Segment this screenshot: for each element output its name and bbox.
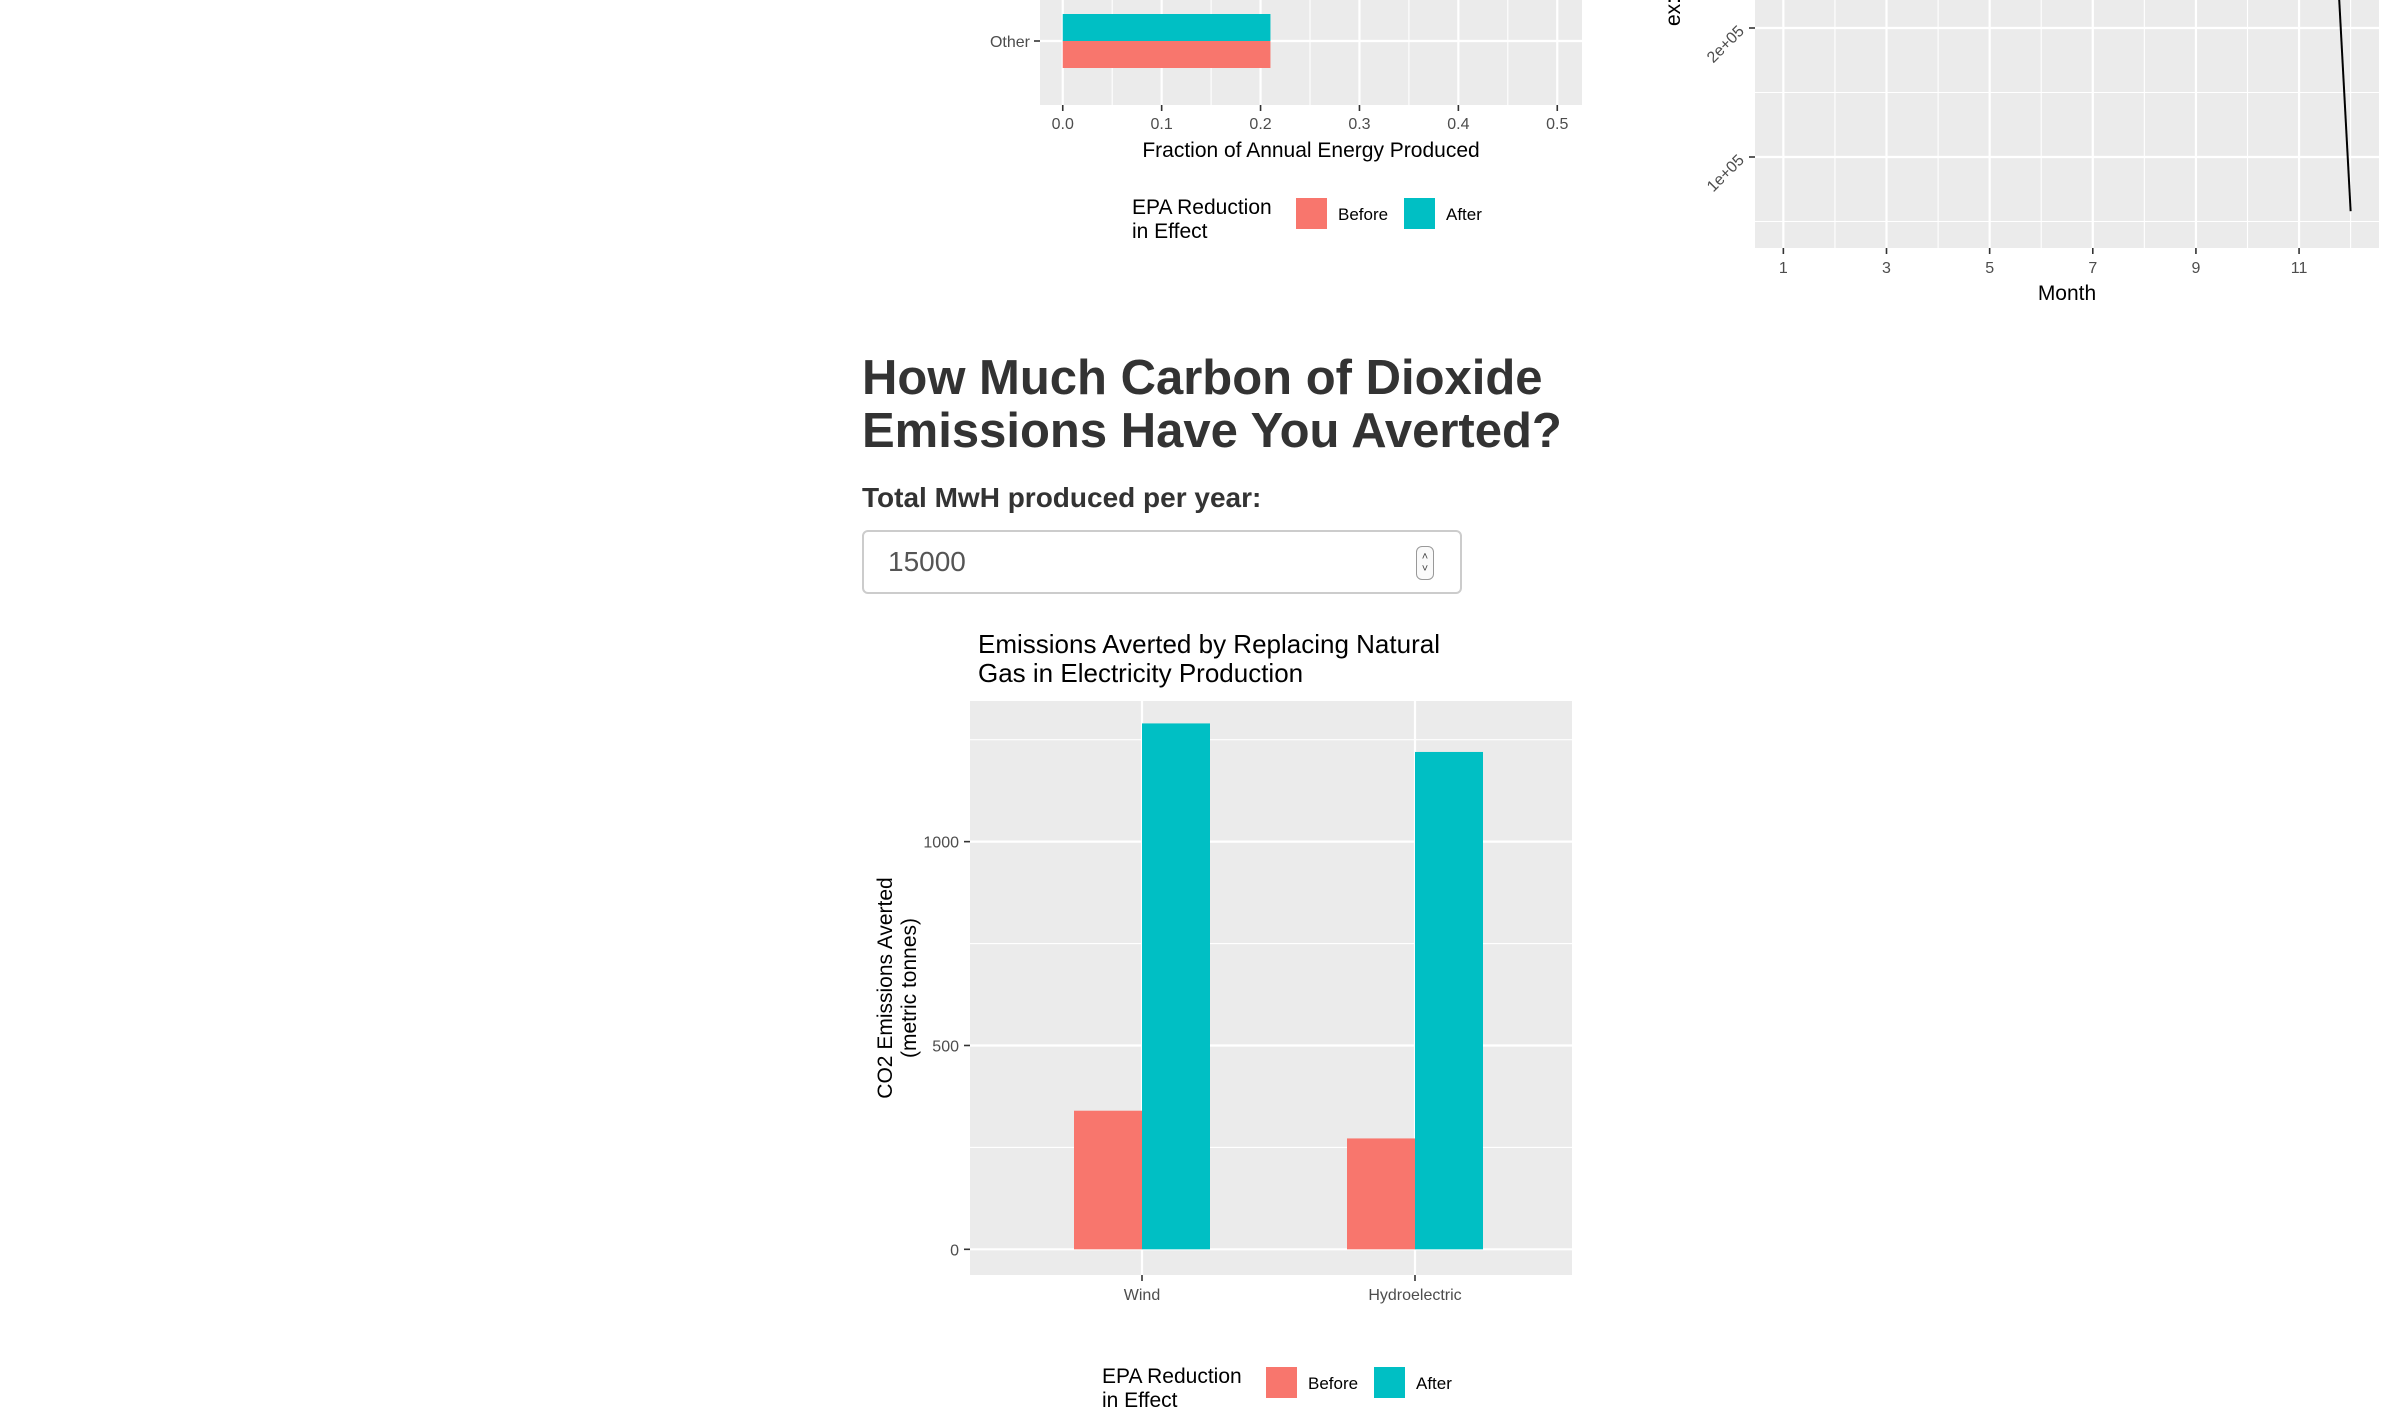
averted-y-tick-label: 1000	[923, 835, 959, 852]
monthly-x-tick-label: 1	[1779, 260, 1788, 277]
monthly-x-tick-label: 7	[2088, 260, 2097, 277]
fraction-y-tick-label: Other	[990, 34, 1031, 51]
monthly-y-axis-title: ex:	[1662, 0, 1685, 26]
averted-y-tick-label: 0	[950, 1242, 959, 1259]
fraction-bars	[1062, 14, 1271, 68]
number-spinner[interactable]: ˄ ˅	[1416, 546, 1434, 580]
chevron-up-icon[interactable]: ˄	[1421, 551, 1429, 563]
fraction-legend-key-after	[1404, 198, 1435, 229]
monthly-x-tick-label: 11	[2291, 260, 2308, 277]
averted-title-text: Emissions Averted by Replacing Natural Ga…	[978, 629, 1440, 688]
monthly-plot-panel	[1755, 0, 2379, 248]
averted-legend-label-after: After	[1416, 1374, 1452, 1393]
monthly-line	[2338, 0, 2352, 212]
averted-x-axis: Wind Hydroelectric	[1124, 1275, 1462, 1304]
averted-bar-hydroelectric-before	[1347, 1138, 1415, 1250]
averted-y-axis-title-text: CO2 Emissions Averted(metric tonnes)	[874, 877, 921, 1098]
averted-legend-key-before	[1266, 1367, 1297, 1398]
mwh-input-label: Total MwH produced per year:	[862, 482, 1262, 513]
monthly-y-axis: 1e+05 2e+05	[1704, 23, 1755, 196]
fraction-legend-title: EPA Reduction in Effect	[1132, 196, 1272, 243]
fraction-legend-label-before: Before	[1338, 205, 1388, 224]
averted-legend-title: EPA Reduction in Effect	[1102, 1365, 1242, 1412]
averted-legend-key-after	[1374, 1367, 1405, 1398]
fraction-x-tick-label: 0.5	[1546, 116, 1568, 133]
averted-chart: Emissions Averted by Replacing Natural Ga…	[874, 629, 1572, 1412]
mwh-numeric-input[interactable]	[864, 532, 1460, 592]
monthly-x-tick-label: 5	[1985, 260, 1994, 277]
section-heading: How Much Carbon of Dioxide Emissions Hav…	[862, 351, 1562, 458]
averted-legend-label-before: Before	[1308, 1374, 1358, 1393]
averted-chart-title: Emissions Averted by Replacing Natural Ga…	[978, 629, 1440, 688]
averted-bar-hydroelectric-after	[1415, 751, 1483, 1250]
averted-bars	[1074, 723, 1483, 1250]
fraction-x-tick-label: 0.3	[1348, 116, 1370, 133]
fraction-bar-after	[1062, 14, 1271, 41]
fraction-x-tick-label: 0.0	[1052, 116, 1074, 133]
fraction-chart: Other 0.0 0.1 0.2 0.3 0.4 0.5 Fraction of Ann…	[990, 0, 1582, 243]
monthly-x-tick-label: 3	[1882, 260, 1891, 277]
fraction-legend-label-after: After	[1446, 205, 1482, 224]
fraction-legend: EPA Reduction in Effect Before After	[1132, 196, 1482, 243]
averted-x-tick-label: Wind	[1124, 1287, 1160, 1304]
averted-x-tick-label: Hydroelectric	[1368, 1287, 1461, 1304]
monthly-x-axis-title: Month	[2038, 282, 2096, 305]
monthly-series-line	[2338, 0, 2352, 212]
fraction-x-axis-title: Fraction of Annual Energy Produced	[1142, 139, 1479, 162]
chevron-down-icon[interactable]: ˅	[1421, 563, 1429, 575]
averted-legend: EPA Reduction in Effect Before After	[1102, 1365, 1452, 1412]
monthly-x-tick-label: 9	[2191, 260, 2200, 277]
averted-bar-wind-after	[1142, 723, 1210, 1250]
monthly-chart: 1e+05 2e+05 1 3 5 7 9 11 Month ex:	[1662, 0, 2379, 305]
averted-bar-wind-before	[1074, 1110, 1142, 1250]
monthly-gridlines	[1755, 0, 2379, 248]
fraction-x-tick-label: 0.1	[1151, 116, 1173, 133]
averted-y-tick-label: 500	[932, 1038, 959, 1055]
averted-y-axis: 0 500 1000	[923, 835, 970, 1259]
monthly-y-tick-label: 2e+05	[1704, 23, 1748, 67]
fraction-y-axis: Other	[990, 34, 1040, 51]
fraction-legend-key-before	[1296, 198, 1327, 229]
fraction-x-tick-label: 0.4	[1447, 116, 1469, 133]
averted-y-axis-title: CO2 Emissions Averted(metric tonnes)	[874, 877, 921, 1098]
fraction-x-axis: 0.0 0.1 0.2 0.3 0.4 0.5	[1052, 105, 1568, 133]
fraction-x-tick-label: 0.2	[1249, 116, 1271, 133]
fraction-bar-before	[1062, 41, 1271, 68]
monthly-x-axis: 1 3 5 7 9 11	[1779, 248, 2308, 277]
mwh-input-container: ˄ ˅	[862, 530, 1462, 594]
monthly-y-tick-label: 1e+05	[1704, 152, 1748, 196]
